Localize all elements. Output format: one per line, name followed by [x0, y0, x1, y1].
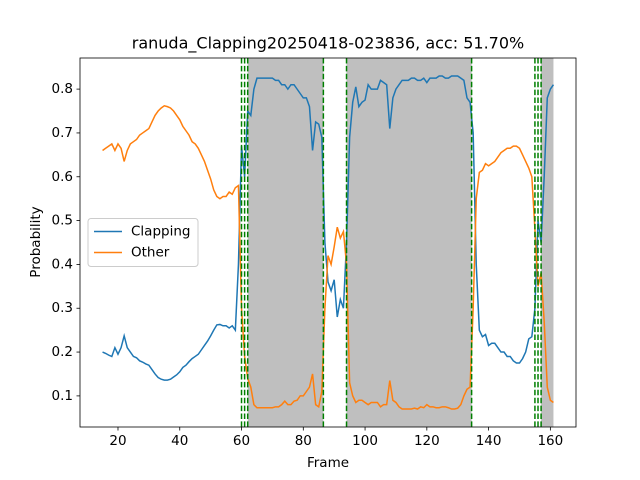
x-tick-label: 100 — [352, 433, 378, 449]
series-line — [102, 75, 555, 381]
x-tick-label: 160 — [537, 433, 563, 449]
series-line — [102, 104, 554, 410]
x-tick-label: 60 — [233, 433, 250, 449]
legend-label: Clapping — [131, 224, 190, 240]
legend-label: Other — [131, 245, 170, 261]
chart-title: ranuda_Clapping20250418-023836, acc: 51.… — [132, 34, 524, 54]
shaded-span — [247, 58, 324, 427]
y-axis-label: Probability — [28, 206, 44, 277]
x-tick-label: 120 — [414, 433, 440, 449]
y-tick-label: 0.8 — [52, 81, 73, 97]
axes-layer: 20 40 60 80 100 120 140 160 0.1 0.2 0.3 0.4 0.5 0.6 0.… — [52, 57, 577, 449]
y-tick-label: 0.1 — [52, 388, 73, 404]
x-tick-label: 20 — [109, 433, 126, 449]
y-tick-label: 0.5 — [52, 213, 73, 229]
y-tick-label: 0.6 — [52, 169, 73, 185]
legend-box — [87, 218, 199, 267]
legend: Clapping Other — [87, 218, 199, 267]
x-tick-label: 80 — [295, 433, 312, 449]
axes-frame — [79, 57, 577, 428]
y-tick-label: 0.3 — [52, 300, 73, 316]
y-tick-label: 0.7 — [52, 125, 73, 141]
y-tick-label: 0.2 — [52, 344, 73, 360]
x-tick-label: 40 — [171, 433, 188, 449]
x-tick-label: 140 — [476, 433, 502, 449]
y-tick-label: 0.4 — [52, 256, 73, 272]
x-axis-label: Frame — [307, 455, 349, 471]
plot-layer — [102, 58, 555, 427]
shaded-span — [346, 58, 472, 427]
